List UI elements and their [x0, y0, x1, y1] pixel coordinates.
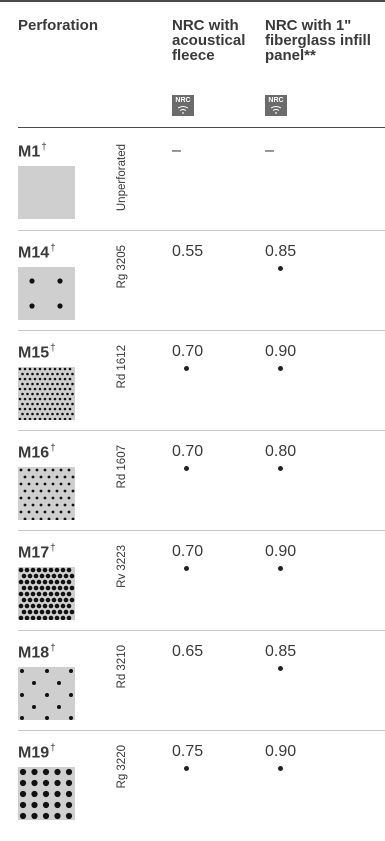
pattern-name-label: Rv 3223: [116, 545, 128, 588]
perforation-code: M16†: [18, 443, 56, 462]
header-perforation: Perforation: [18, 17, 99, 34]
table-row: M1† Unperforated – –: [18, 130, 385, 240]
perforation-swatch: [18, 367, 75, 421]
dagger-mark: †: [50, 343, 56, 354]
perforation-code-label: M14: [18, 244, 50, 262]
header-nrc-fleece: NRC with acoustical fleece: [172, 17, 246, 64]
perforation-code: M15†: [18, 343, 56, 362]
perforation-code-label: M16: [18, 444, 50, 462]
pattern-name-label: Rg 3220: [116, 745, 128, 789]
nrc-fleece-value: 0.65: [172, 643, 204, 660]
row-divider: [18, 630, 385, 631]
row-divider: [18, 230, 385, 231]
bullet-marker-icon: [278, 466, 283, 471]
top-rule: [0, 0, 385, 2]
nrc-fleece-value: 0.70: [172, 343, 204, 360]
unperforated-swatch: [18, 166, 75, 219]
bullet-marker-icon: [278, 666, 283, 671]
pattern-name-label: Rd 3210: [116, 645, 128, 689]
perforation-swatch: [18, 667, 75, 720]
row-divider: [18, 330, 385, 331]
perforation-swatch: [18, 267, 75, 320]
pattern-name: Rd 1612: [114, 345, 130, 421]
perforation-swatch: [18, 767, 75, 820]
nrc-fleece-value: 0.70: [172, 543, 204, 560]
perforation-swatch: [18, 166, 75, 219]
table-row: M19† Rg 3220 0.75 0.90: [18, 731, 385, 841]
bullet-marker-icon: [278, 366, 283, 371]
nrc-fiberglass-value: 0.90: [265, 543, 297, 560]
nrc-fiberglass-value: 0.90: [265, 743, 297, 760]
nrc-fiberglass-value: 0.85: [265, 643, 297, 660]
perforation-code-label: M18: [18, 644, 50, 662]
perforation-swatch: [18, 567, 75, 621]
dagger-mark: †: [41, 142, 47, 153]
bullet-marker-icon: [278, 266, 283, 271]
perforation-swatch: [18, 767, 75, 820]
nrc-badge-icon: NRC: [172, 95, 194, 116]
row-divider: [18, 530, 385, 531]
perforation-swatch: [18, 467, 75, 521]
nrc-fleece-value: 0.75: [172, 743, 204, 760]
nrc-badge-label: NRC: [175, 97, 191, 104]
pattern-name: Rd 1607: [114, 445, 130, 521]
pattern-name: Rg 3220: [114, 745, 130, 821]
nrc-fleece-value: 0.70: [172, 443, 204, 460]
sound-wave-icon: [177, 106, 189, 114]
pattern-name: Rg 3205: [114, 245, 130, 321]
bullet-marker-icon: [184, 566, 189, 571]
row-divider: [18, 430, 385, 431]
perforation-swatch: [18, 567, 75, 621]
perforation-code-label: M19: [18, 744, 50, 762]
perforation-code: M17†: [18, 543, 56, 562]
pattern-name: Rd 3210: [114, 645, 130, 721]
table-row: M14† Rg 3205 0.55 0.85: [18, 231, 385, 341]
table-row: M17† Rv 3223 0.70 0.90: [18, 531, 385, 641]
row-divider: [18, 730, 385, 731]
pattern-name: Unperforated: [114, 144, 130, 220]
bullet-marker-icon: [278, 766, 283, 771]
nrc-fiberglass-value: 0.90: [265, 343, 297, 360]
sound-wave-icon: [270, 106, 282, 114]
pattern-name-label: Unperforated: [116, 144, 128, 212]
pattern-name-label: Rg 3205: [116, 245, 128, 289]
perforation-code: M1†: [18, 142, 47, 161]
perforation-code: M19†: [18, 743, 56, 762]
pattern-name-label: Rd 1612: [116, 345, 128, 389]
perforation-code-label: M1: [18, 143, 41, 161]
perforation-swatch: [18, 367, 75, 421]
dagger-mark: †: [50, 743, 56, 754]
pattern-name: Rv 3223: [114, 545, 130, 621]
dagger-mark: †: [50, 243, 56, 254]
nrc-fleece-value: 0.55: [172, 243, 204, 260]
dagger-mark: †: [50, 543, 56, 554]
dagger-mark: †: [50, 443, 56, 454]
perforation-swatch: [18, 667, 75, 720]
bullet-marker-icon: [184, 766, 189, 771]
perforation-code-label: M15: [18, 344, 50, 362]
bullet-marker-icon: [278, 566, 283, 571]
perforation-code-label: M17: [18, 544, 50, 562]
nrc-fleece-value: –: [172, 142, 181, 159]
pattern-name-label: Rd 1607: [116, 445, 128, 489]
bullet-marker-icon: [184, 466, 189, 471]
header-nrc-fiberglass: NRC with 1" fiberglass infill panel**: [265, 17, 371, 64]
nrc-fiberglass-value: 0.80: [265, 443, 297, 460]
perforation-swatch: [18, 267, 75, 320]
dagger-mark: †: [50, 643, 56, 654]
nrc-fiberglass-value: 0.85: [265, 243, 297, 260]
nrc-badge-label: NRC: [268, 97, 284, 104]
header-divider: [18, 127, 385, 128]
nrc-fiberglass-value: –: [265, 142, 274, 159]
perforation-swatch: [18, 467, 75, 521]
nrc-badge-icon: NRC: [265, 95, 287, 116]
bullet-marker-icon: [184, 366, 189, 371]
perforation-code: M14†: [18, 243, 56, 262]
table-row: M18† Rd 3210 0.65 0.85: [18, 631, 385, 741]
perforation-code: M18†: [18, 643, 56, 662]
table-row: M15† Rd 1612 0.70 0.90: [18, 331, 385, 441]
table-row: M16† Rd 1607 0.70 0.80: [18, 431, 385, 541]
